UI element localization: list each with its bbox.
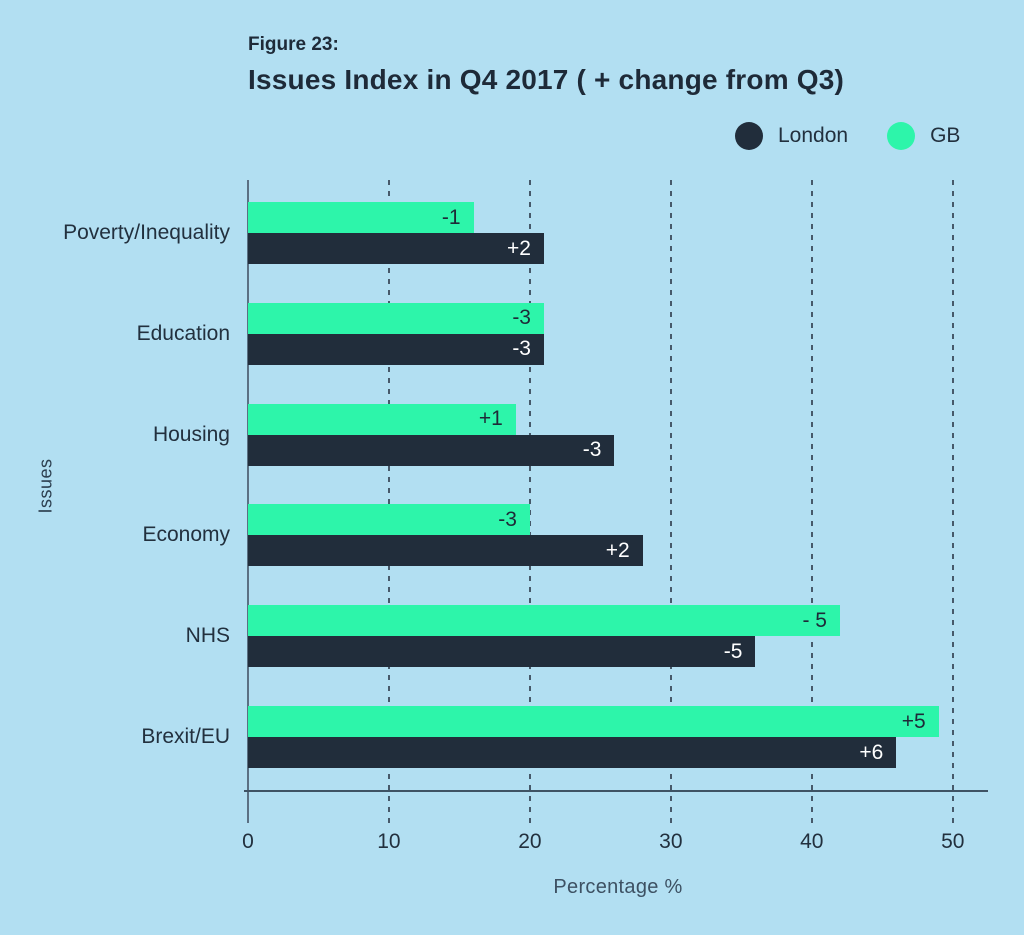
bar-gb-nhs: - 5	[248, 605, 840, 637]
bar-london-nhs: -5	[248, 636, 756, 668]
x-tick-label-30: 30	[659, 830, 683, 853]
bar-value-label: -3	[512, 306, 531, 330]
x-tick-label-10: 10	[377, 830, 401, 853]
bar-value-label: -1	[441, 205, 461, 229]
legend-label: GB	[930, 124, 961, 147]
category-label-economy: Economy	[142, 523, 230, 547]
plot-area: 0 10 20 30 40 50 Poverty/Inequality -1 +2 Educati…	[63, 180, 988, 853]
category-label-education: Education	[136, 321, 230, 345]
gridline-10	[387, 180, 390, 823]
bar-london-poverty-inequality: +2	[248, 233, 544, 264]
figure-label: Figure 23:	[248, 34, 339, 55]
legend-dot-gb	[887, 122, 916, 150]
x-tick-label-0: 0	[242, 830, 254, 853]
gridline-50	[951, 180, 954, 823]
bar-value-label: -5	[723, 639, 743, 663]
bar-london-brexit-eu: +6	[248, 737, 897, 768]
gridline-20	[528, 180, 531, 823]
bar-value-label: -3	[512, 337, 531, 361]
bar-gb-housing: +1	[248, 403, 516, 435]
x-tick-label-50: 50	[941, 830, 965, 853]
x-tick-label-40: 40	[800, 830, 824, 853]
legend: London GB	[735, 122, 960, 150]
category-label-poverty-inequality: Poverty/Inequality	[63, 221, 230, 244]
bar-gb-brexit-eu: +5	[248, 706, 939, 737]
bar-london-education: -3	[248, 333, 544, 365]
legend-item-london: London	[735, 122, 848, 150]
bar-value-label: +2	[507, 236, 531, 260]
x-axis-line	[244, 790, 988, 792]
bar-value-label: +5	[901, 709, 926, 733]
bar-value-label: - 5	[802, 608, 827, 632]
category-label-brexit-eu: Brexit/EU	[141, 725, 230, 748]
bar-gb-poverty-inequality: -1	[248, 202, 474, 233]
category-label-housing: Housing	[152, 422, 230, 446]
gridline-30	[669, 180, 672, 823]
legend-label: London	[778, 124, 849, 147]
x-axis-title: Percentage %	[553, 876, 683, 898]
gridline-40	[810, 180, 813, 823]
chart-title: Issues Index in Q4 2017 ( + change from …	[248, 64, 845, 95]
x-tick-label-20: 20	[518, 830, 542, 853]
bar-gb-education: -3	[248, 302, 544, 334]
category-label-nhs: NHS	[185, 624, 230, 648]
bar-london-economy: +2	[248, 535, 643, 567]
y-axis-title: Issues	[35, 458, 56, 514]
bar-value-label: +2	[605, 538, 630, 562]
bar-gb-economy: -3	[248, 504, 530, 536]
legend-dot-london	[735, 122, 763, 150]
y-axis-line	[247, 180, 249, 823]
legend-item-gb: GB	[887, 122, 960, 150]
bar-value-label: +6	[859, 740, 884, 764]
bar-value-label: +1	[478, 407, 503, 431]
bar-value-label: -3	[498, 507, 517, 531]
bar-value-label: -3	[582, 438, 602, 462]
bar-london-housing: -3	[248, 434, 615, 466]
